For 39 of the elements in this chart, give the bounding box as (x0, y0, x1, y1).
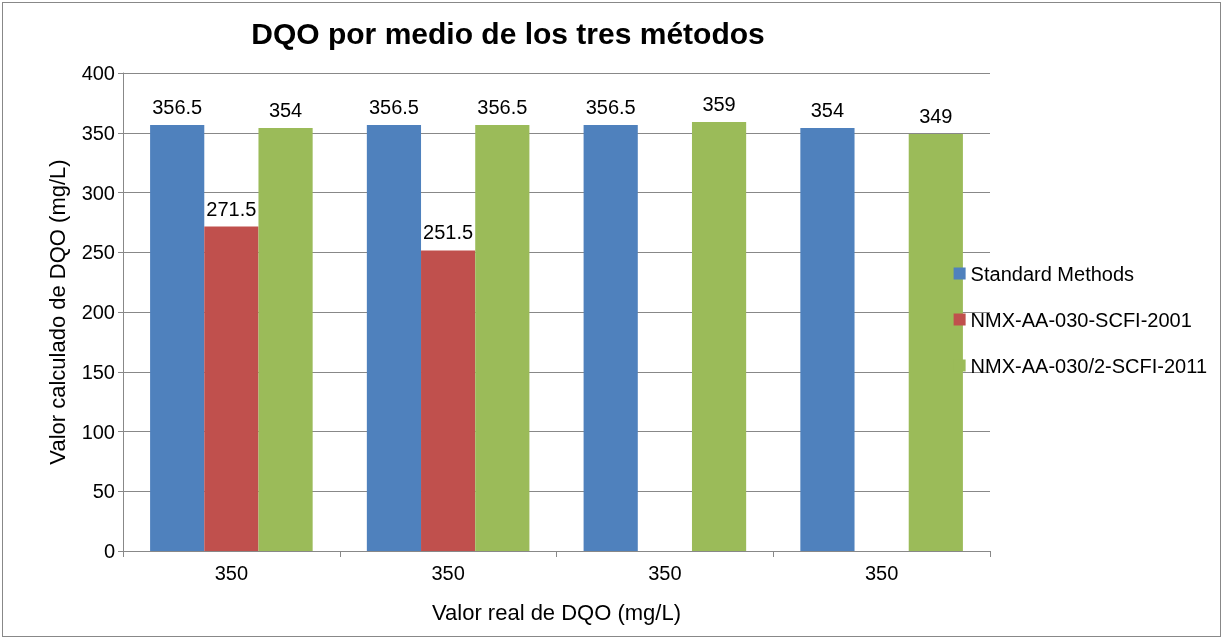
bar (800, 127, 855, 551)
x-tick-label: 350 (431, 562, 465, 584)
data-label: 354 (810, 98, 845, 121)
data-label: 359 (702, 93, 736, 115)
x-tick-label: 350 (864, 562, 899, 584)
x-tick-label: 350 (648, 562, 682, 584)
x-tick-label: 350 (214, 562, 249, 584)
bar (583, 124, 638, 551)
bar (691, 122, 747, 551)
bar (908, 133, 963, 551)
data-label: 356.5 (368, 95, 419, 118)
y-tick-label: 400 (81, 62, 115, 84)
y-tick-label: 200 (81, 301, 115, 323)
bar (204, 226, 259, 551)
y-tick-label: 50 (92, 480, 115, 503)
data-label: 356.5 (477, 95, 528, 118)
bar (258, 127, 313, 551)
data-label: 356.5 (152, 95, 203, 118)
bar (421, 250, 476, 551)
y-tick-label: 300 (81, 181, 115, 204)
y-tick-label: 350 (81, 121, 115, 144)
chart-title: DQO por medio de los tres métodos (251, 16, 765, 50)
x-axis-title: Valor real de DQO (mg/L) (431, 599, 682, 625)
data-label: 349 (919, 104, 953, 127)
data-label: 354 (268, 98, 303, 121)
data-label: 271.5 (206, 197, 257, 220)
y-tick-label: 250 (81, 241, 115, 264)
legend-label: NMX-AA-030/2-SCFI-2011 (970, 354, 1208, 377)
y-axis-title: Valor calculado de DQO (mg/L) (44, 159, 70, 465)
y-tick-label: 0 (103, 540, 115, 562)
bar (150, 124, 205, 551)
data-label: 356.5 (585, 95, 636, 118)
bar (475, 124, 530, 551)
legend-label: NMX-AA-030-SCFI-2001 (970, 308, 1192, 331)
y-tick-label: 100 (81, 420, 115, 443)
legend-label: Standard Methods (970, 262, 1135, 285)
y-tick-label: 150 (81, 360, 115, 383)
bar (366, 124, 422, 551)
data-label: 251.5 (423, 221, 474, 244)
